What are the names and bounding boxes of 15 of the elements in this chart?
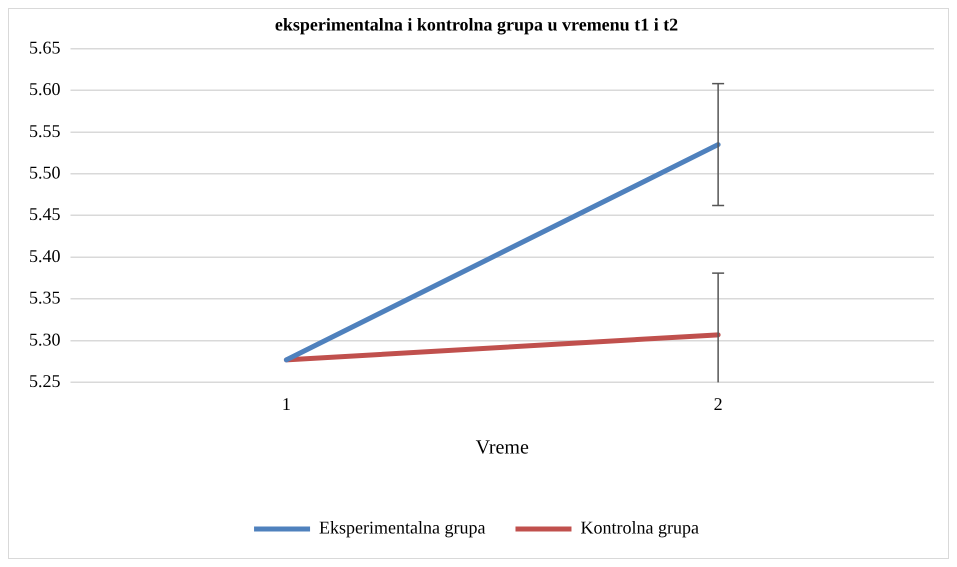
y-tick-label: 5.50 xyxy=(29,162,60,183)
y-tick-label: 5.25 xyxy=(29,371,60,392)
y-tick-label: 5.30 xyxy=(29,329,60,350)
x-tick-label: 1 xyxy=(282,394,291,414)
y-tick-label: 5.60 xyxy=(29,79,60,100)
legend-label: Eksperimentalna grupa xyxy=(319,518,486,538)
chart-title: eksperimentalna i kontrolna grupa u vremenu t1 i t2 xyxy=(274,14,678,34)
x-tick-label: 2 xyxy=(714,394,723,414)
y-tick-label: 5.55 xyxy=(29,120,60,141)
y-tick-label: 5.35 xyxy=(29,288,60,308)
x-axis-title: Vreme xyxy=(476,436,529,458)
y-tick-label: 5.40 xyxy=(29,246,60,266)
y-tick-label: 5.45 xyxy=(29,204,60,224)
y-tick-label: 5.65 xyxy=(29,37,60,58)
legend-label: Kontrolna grupa xyxy=(580,518,699,538)
